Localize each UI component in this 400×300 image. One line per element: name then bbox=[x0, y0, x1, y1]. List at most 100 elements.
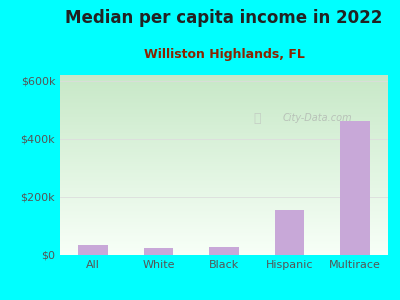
Bar bbox=[60, 217, 388, 218]
Bar bbox=[60, 116, 388, 117]
Bar bbox=[60, 253, 388, 254]
Text: City-Data.com: City-Data.com bbox=[283, 113, 353, 123]
Bar bbox=[60, 176, 388, 177]
Bar bbox=[60, 185, 388, 186]
Bar bbox=[60, 222, 388, 223]
Bar bbox=[60, 200, 388, 201]
Bar bbox=[60, 250, 388, 251]
Bar bbox=[60, 215, 388, 216]
Bar bbox=[60, 96, 388, 97]
Bar bbox=[60, 128, 388, 129]
Bar bbox=[60, 156, 388, 157]
Bar bbox=[60, 220, 388, 221]
Bar bbox=[60, 151, 388, 152]
Bar bbox=[60, 165, 388, 166]
Bar bbox=[60, 168, 388, 169]
Bar bbox=[60, 110, 388, 111]
Bar bbox=[60, 159, 388, 160]
Bar bbox=[60, 121, 388, 122]
Bar bbox=[60, 120, 388, 121]
Bar bbox=[60, 228, 388, 229]
Bar bbox=[275, 210, 304, 255]
Bar bbox=[60, 186, 388, 187]
Bar bbox=[60, 199, 388, 200]
Bar bbox=[60, 216, 388, 217]
Bar bbox=[60, 162, 388, 163]
Bar bbox=[60, 212, 388, 213]
Bar bbox=[60, 242, 388, 243]
Bar bbox=[60, 229, 388, 230]
Bar bbox=[60, 141, 388, 142]
Bar bbox=[60, 112, 388, 113]
Bar bbox=[60, 103, 388, 104]
Bar bbox=[60, 88, 388, 89]
Bar bbox=[60, 126, 388, 127]
Bar bbox=[60, 99, 388, 100]
Bar bbox=[60, 213, 388, 214]
Bar bbox=[60, 254, 388, 255]
Bar bbox=[60, 119, 388, 120]
Bar bbox=[60, 239, 388, 240]
Bar bbox=[60, 219, 388, 220]
Bar bbox=[60, 190, 388, 191]
Bar bbox=[60, 135, 388, 136]
Bar bbox=[60, 251, 388, 252]
Bar bbox=[60, 244, 388, 245]
Bar bbox=[60, 163, 388, 164]
Bar bbox=[60, 89, 388, 90]
Bar bbox=[60, 246, 388, 247]
Bar bbox=[60, 143, 388, 144]
Bar bbox=[60, 149, 388, 150]
Bar bbox=[60, 187, 388, 188]
Bar bbox=[60, 79, 388, 80]
Bar bbox=[60, 197, 388, 198]
Bar bbox=[60, 170, 388, 171]
Bar bbox=[209, 247, 239, 255]
Bar bbox=[60, 104, 388, 105]
Bar bbox=[60, 113, 388, 114]
Bar bbox=[60, 115, 388, 116]
Bar bbox=[60, 226, 388, 227]
Bar bbox=[60, 174, 388, 175]
Bar bbox=[60, 136, 388, 137]
Bar bbox=[60, 92, 388, 93]
Bar bbox=[60, 206, 388, 207]
Bar bbox=[60, 202, 388, 203]
Bar bbox=[60, 80, 388, 81]
Bar bbox=[60, 233, 388, 234]
Bar bbox=[60, 252, 388, 253]
Bar bbox=[60, 238, 388, 239]
Bar bbox=[60, 204, 388, 205]
Bar bbox=[60, 139, 388, 140]
Bar bbox=[60, 144, 388, 145]
Bar bbox=[60, 77, 388, 78]
Bar bbox=[60, 164, 388, 165]
Bar bbox=[60, 130, 388, 131]
Bar bbox=[60, 167, 388, 168]
Bar bbox=[60, 148, 388, 149]
Bar bbox=[60, 194, 388, 195]
Bar bbox=[60, 125, 388, 126]
Bar bbox=[60, 189, 388, 190]
Bar bbox=[60, 180, 388, 181]
Bar bbox=[60, 154, 388, 155]
Bar bbox=[60, 123, 388, 124]
Text: Median per capita income in 2022: Median per capita income in 2022 bbox=[65, 9, 383, 27]
Bar bbox=[60, 109, 388, 110]
Bar bbox=[60, 205, 388, 206]
Bar bbox=[60, 122, 388, 123]
Bar bbox=[60, 178, 388, 179]
Bar bbox=[60, 230, 388, 231]
Bar bbox=[60, 147, 388, 148]
Bar bbox=[60, 169, 388, 170]
Bar bbox=[60, 133, 388, 134]
Bar bbox=[60, 224, 388, 225]
Bar bbox=[60, 137, 388, 138]
Bar bbox=[60, 201, 388, 202]
Bar bbox=[60, 223, 388, 224]
Bar bbox=[60, 192, 388, 193]
Bar bbox=[60, 86, 388, 87]
Bar bbox=[60, 160, 388, 161]
Bar bbox=[60, 247, 388, 248]
Bar bbox=[60, 214, 388, 215]
